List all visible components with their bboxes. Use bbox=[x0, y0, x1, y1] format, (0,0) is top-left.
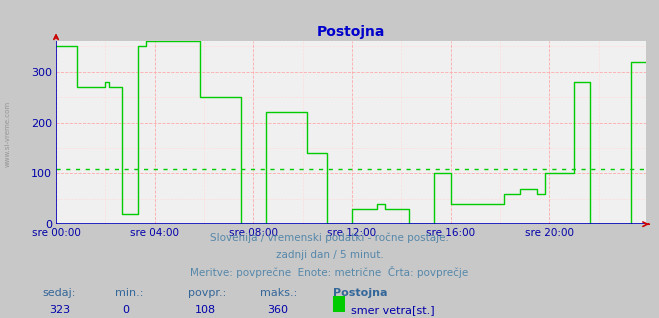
Text: min.:: min.: bbox=[115, 288, 144, 298]
Text: povpr.:: povpr.: bbox=[188, 288, 226, 298]
Text: smer vetra[st.]: smer vetra[st.] bbox=[351, 305, 435, 315]
Text: Meritve: povprečne  Enote: metrične  Črta: povprečje: Meritve: povprečne Enote: metrične Črta:… bbox=[190, 266, 469, 279]
Text: Slovenija / vremenski podatki - ročne postaje.: Slovenija / vremenski podatki - ročne po… bbox=[210, 232, 449, 243]
Text: Postojna: Postojna bbox=[333, 288, 387, 298]
Text: sedaj:: sedaj: bbox=[43, 288, 76, 298]
Text: 323: 323 bbox=[49, 305, 71, 315]
Text: maks.:: maks.: bbox=[260, 288, 298, 298]
Text: zadnji dan / 5 minut.: zadnji dan / 5 minut. bbox=[275, 250, 384, 259]
Text: 108: 108 bbox=[194, 305, 215, 315]
Text: www.si-vreme.com: www.si-vreme.com bbox=[5, 100, 11, 167]
Title: Postojna: Postojna bbox=[317, 25, 385, 39]
Text: 360: 360 bbox=[267, 305, 288, 315]
Text: 0: 0 bbox=[122, 305, 129, 315]
